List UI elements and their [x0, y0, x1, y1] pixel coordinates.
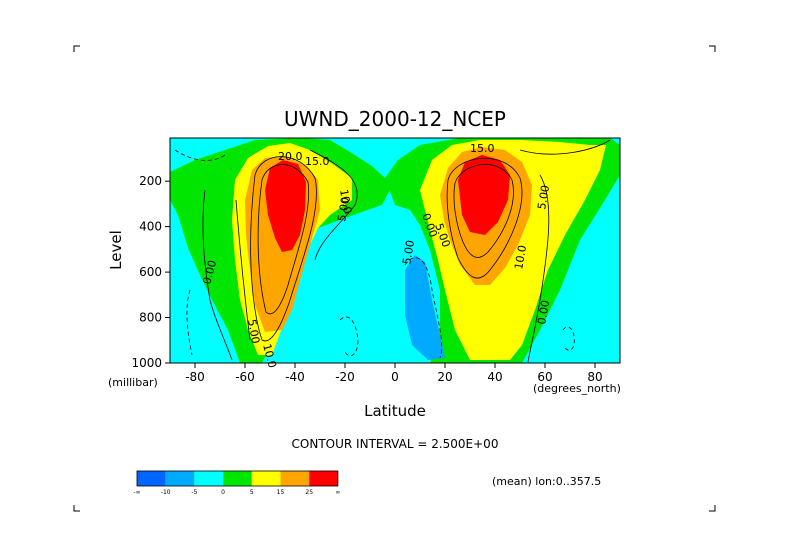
x-tick-label: -80: [185, 370, 205, 384]
field-red-north: [458, 155, 510, 235]
x-tick-label: -40: [285, 370, 305, 384]
contour-label: 10.0: [260, 342, 279, 369]
colorbar-label: 25: [305, 489, 313, 496]
field-blue-easterly: [405, 255, 445, 360]
mean-note: (mean) lon:0..357.5: [492, 475, 601, 488]
contour-label: 15.0: [305, 155, 330, 168]
y-tick-label: 600: [139, 265, 162, 279]
colorbar-label: 15: [277, 489, 285, 496]
x-tick-label: 40: [487, 370, 502, 384]
corner-marks: [73, 45, 716, 512]
contour-label: 0.00: [200, 259, 219, 286]
colorbar-swatch: [194, 471, 224, 486]
y-tick-label: 1000: [131, 356, 162, 370]
contour-label: 15.0: [470, 142, 495, 155]
contour-label: 5.00: [535, 184, 552, 210]
x-tick-label: 20: [437, 370, 452, 384]
colorbar-label: -5: [191, 489, 197, 496]
colorbar: -∞ -10 -5 0 5 15 25 ∞: [133, 470, 340, 496]
colorbar-label: ∞: [335, 489, 340, 496]
x-tick-label: -60: [235, 370, 255, 384]
colorbar-swatch: [137, 471, 166, 486]
y-tick-label: 400: [139, 220, 162, 234]
field-red-south: [265, 160, 306, 252]
colorbar-swatch: [223, 471, 252, 486]
x-axis: -80 -60 -40 -20 0 20 40 60 80: [185, 363, 603, 384]
contour-label: 5.00: [245, 318, 262, 344]
colorbar-label: -10: [161, 489, 171, 496]
y-unit-label: (millibar): [108, 376, 158, 389]
contour-label: 0.00: [535, 299, 552, 325]
x-tick-label: 80: [587, 370, 602, 384]
colorbar-label: -∞: [133, 489, 140, 496]
contour-label: 5.00: [400, 239, 417, 265]
contour-label: 10.0: [337, 188, 354, 214]
x-axis-title: Latitude: [364, 402, 426, 420]
y-tick-label: 800: [139, 311, 162, 325]
contour-label: 5.00: [335, 196, 352, 222]
x-unit-label: (degrees_north): [533, 382, 621, 395]
x-tick-label: 0: [391, 370, 399, 384]
colorbar-swatch: [165, 471, 195, 486]
contour-interval-note: CONTOUR INTERVAL = 2.500E+00: [292, 437, 499, 451]
y-tick-label: 200: [139, 174, 162, 188]
x-tick-label: -20: [335, 370, 355, 384]
contour-label: 20.0: [278, 150, 303, 163]
y-axis: 200 400 600 800 1000: [131, 174, 170, 370]
colorbar-swatch: [251, 471, 281, 486]
colorbar-swatch: [280, 471, 310, 486]
contour-lines-negative: [174, 149, 575, 359]
x-tick-label: 60: [537, 370, 552, 384]
contour-label: 10.0: [512, 244, 529, 270]
chart-title: UWND_2000-12_NCEP: [284, 107, 506, 131]
colorbar-swatch: [309, 471, 338, 486]
colorbar-label: 0: [221, 489, 225, 496]
y-axis-title: Level: [107, 230, 125, 270]
colorbar-label: 5: [250, 489, 254, 496]
contour-lines: [202, 139, 611, 363]
plot-area: [170, 138, 620, 363]
colorbar-frame: [136, 470, 339, 487]
